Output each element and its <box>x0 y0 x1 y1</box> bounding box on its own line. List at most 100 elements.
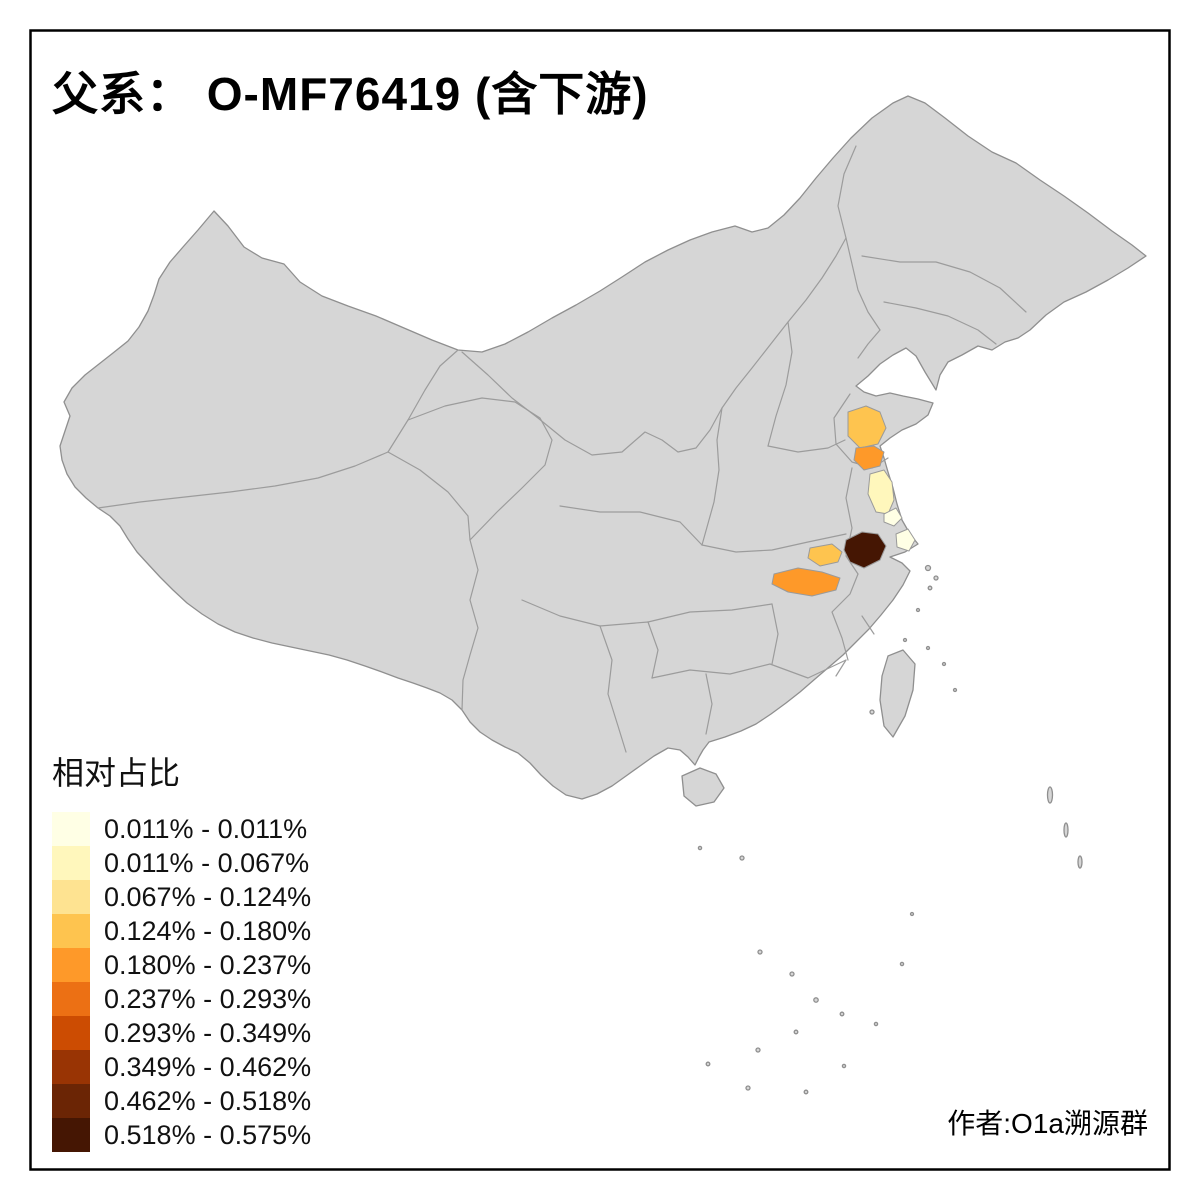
islet <box>873 1021 879 1027</box>
legend-swatch <box>52 880 90 914</box>
legend-label: 0.349% - 0.462% <box>104 1051 312 1082</box>
legend-label: 0.180% - 0.237% <box>104 949 312 980</box>
region-shandong-northwest <box>847 405 887 449</box>
province-border <box>647 621 659 679</box>
province-border <box>521 599 649 627</box>
islet <box>803 1089 809 1095</box>
page-title: 父系： O-MF76419 (含下游) <box>52 68 649 120</box>
province-border <box>461 237 847 456</box>
islet <box>952 687 958 693</box>
legend-swatch <box>52 982 90 1016</box>
province-border <box>831 573 859 661</box>
islet <box>757 949 763 955</box>
taiwan-island <box>879 649 916 738</box>
province-border <box>771 603 779 665</box>
legend-title: 相对占比 <box>52 755 181 791</box>
legend-label: 0.293% - 0.349% <box>104 1017 312 1048</box>
islet <box>839 1011 845 1017</box>
islet <box>1046 786 1054 804</box>
province-border <box>407 397 553 541</box>
legend-swatch <box>52 846 90 880</box>
islet <box>755 1047 761 1053</box>
province-border <box>857 329 881 359</box>
legend-label: 0.124% - 0.180% <box>104 915 312 946</box>
province-border <box>461 539 479 711</box>
legend-label: 0.237% - 0.293% <box>104 983 312 1014</box>
islet <box>925 645 931 651</box>
islet <box>705 1061 711 1067</box>
legend-swatch <box>52 812 90 846</box>
legend-label: 0.518% - 0.575% <box>104 1119 312 1150</box>
islet <box>915 607 921 613</box>
province-border <box>387 349 459 453</box>
legend-label: 0.462% - 0.518% <box>104 1085 312 1116</box>
province-border <box>599 625 627 753</box>
province-border <box>701 407 723 546</box>
province-border <box>97 451 389 509</box>
islet <box>927 585 933 591</box>
region-hubei-central <box>771 567 841 597</box>
province-border <box>559 505 703 546</box>
region-anhui-west-light <box>807 543 843 567</box>
legend-row: 0.518% - 0.575% <box>52 1118 311 1152</box>
province-border <box>835 659 847 677</box>
legend: 相对占比 0.011% - 0.011% 0.011% - 0.067% 0.0… <box>52 748 311 1152</box>
islet <box>1077 855 1083 869</box>
islet <box>697 845 703 851</box>
province-borders <box>97 145 1027 753</box>
minor-islands <box>697 564 1083 1095</box>
region-anhui-jiangsu-dark <box>843 531 887 569</box>
legend-row: 0.180% - 0.237% <box>52 948 311 982</box>
province-border <box>883 301 997 345</box>
islet <box>899 961 905 967</box>
legend-row: 0.462% - 0.518% <box>52 1084 311 1118</box>
region-shanghai-adjacent <box>895 528 916 552</box>
legend-label: 0.067% - 0.124% <box>104 881 312 912</box>
figure-border <box>29 29 1171 1171</box>
islet <box>789 971 795 977</box>
legend-swatch <box>52 1084 90 1118</box>
islet <box>941 661 947 667</box>
islet <box>933 575 939 581</box>
legend-row: 0.124% - 0.180% <box>52 914 311 948</box>
legend-swatch <box>52 1050 90 1084</box>
province-border <box>705 673 713 735</box>
islet <box>924 564 932 572</box>
legend-row: 0.349% - 0.462% <box>52 1050 311 1084</box>
islet <box>902 637 908 643</box>
legend-label: 0.011% - 0.067% <box>104 847 310 878</box>
islet <box>909 911 915 917</box>
province-border <box>387 451 471 541</box>
islet <box>739 855 745 861</box>
region-shandong-south <box>853 445 885 471</box>
islet <box>1063 822 1069 838</box>
islet <box>793 1029 799 1035</box>
legend-swatch <box>52 914 90 948</box>
province-border <box>861 255 1027 313</box>
islet <box>813 997 819 1003</box>
legend-label: 0.011% - 0.011% <box>104 813 308 844</box>
province-border <box>845 237 881 331</box>
legend-swatch <box>52 1118 90 1152</box>
attribution: 作者:O1a溯源群 <box>947 1108 1148 1139</box>
legend-row: 0.237% - 0.293% <box>52 982 311 1016</box>
province-border <box>701 533 847 553</box>
islet <box>841 1063 847 1069</box>
province-border <box>861 615 875 635</box>
province-border <box>837 145 857 239</box>
hainan-island <box>681 767 725 807</box>
legend-row: 0.011% - 0.011% <box>52 812 311 846</box>
legend-row: 0.011% - 0.067% <box>52 846 311 880</box>
province-border <box>651 659 847 679</box>
legend-row: 0.293% - 0.349% <box>52 1016 311 1050</box>
province-border <box>647 603 773 623</box>
islet <box>745 1085 751 1091</box>
legend-swatch <box>52 1016 90 1050</box>
highlight-regions <box>771 405 916 597</box>
islet <box>869 709 875 715</box>
legend-swatch <box>52 948 90 982</box>
china-mainland <box>59 95 1147 800</box>
province-border <box>767 321 793 447</box>
